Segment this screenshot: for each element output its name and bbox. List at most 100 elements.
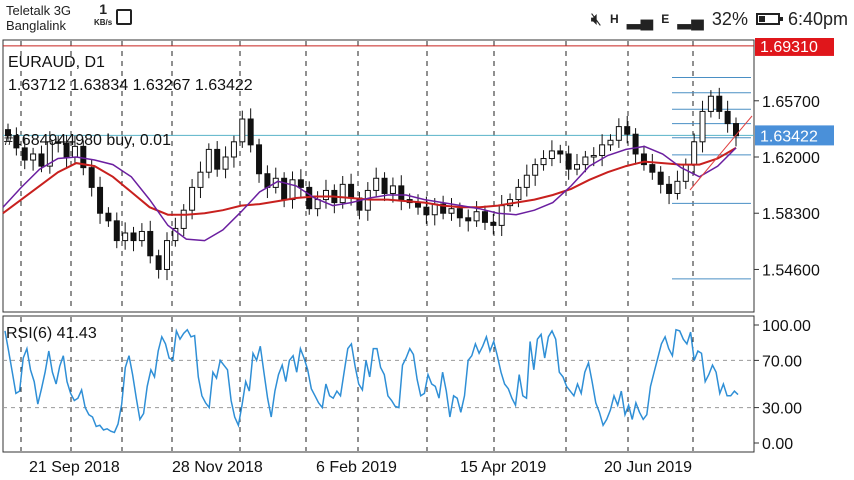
candle	[130, 226, 137, 252]
vertical-grid	[20, 41, 694, 451]
candle	[122, 222, 129, 250]
candle	[465, 209, 472, 232]
candle	[180, 204, 187, 237]
candle	[21, 137, 28, 170]
candle	[189, 179, 196, 220]
time-tick-label: 21 Sep 2018	[29, 459, 120, 476]
ohlc-label: 1.63712 1.63834 1.63267 1.63422	[8, 77, 253, 94]
time-tick-label: 15 Apr 2019	[460, 459, 546, 476]
price-tag-label: 1.63422	[760, 128, 818, 145]
main-chart-frame	[2, 39, 755, 313]
net-speed-unit: KB/s	[94, 18, 113, 27]
candle	[373, 167, 380, 197]
price-tags: 1.69310 1.63422	[755, 38, 834, 146]
price-axis: 1.65700 1.62000 1.58300 1.54600	[754, 94, 820, 279]
time-tick-label: 20 Jun 2019	[604, 459, 692, 476]
price-tick-label: 1.65700	[762, 94, 820, 111]
battery-percent: 32%	[711, 8, 748, 29]
image-notification-icon	[116, 9, 132, 25]
candle	[172, 217, 179, 247]
price-tag-bg	[755, 38, 834, 56]
net-speed-value: 1	[99, 1, 108, 17]
candle	[666, 176, 673, 205]
mute-icon: 🔇︎	[590, 8, 603, 29]
candle	[632, 128, 639, 165]
signal-icon-1: ▂▄	[626, 8, 654, 29]
candle	[649, 153, 656, 180]
candle	[398, 175, 405, 211]
candle	[624, 115, 631, 144]
price-tag-label: 1.69310	[760, 39, 818, 56]
candle	[473, 201, 480, 227]
status-icons: 🔇︎ H ▂▄ E ▂▄ 32% 6:40pm	[591, 6, 848, 32]
candle	[163, 232, 170, 281]
network-2-icon: E	[661, 12, 670, 26]
candle	[30, 147, 37, 171]
carrier-names: Teletalk 3G Banglalink	[6, 3, 71, 33]
candle	[55, 135, 62, 153]
price-tick-label: 1.58300	[762, 206, 820, 223]
rsi-tick-label: 70.00	[762, 353, 802, 370]
candle	[5, 123, 11, 142]
candle	[557, 144, 564, 164]
candle	[490, 213, 497, 235]
carrier-1: Teletalk 3G	[6, 3, 72, 18]
price-tick-label: 1.62000	[762, 150, 820, 167]
price-chart[interactable]: 1.65700 1.62000 1.58300 1.54600 1.69310 1.63…	[0, 38, 854, 480]
candle	[389, 177, 396, 203]
candle	[97, 176, 104, 224]
candle	[214, 141, 221, 177]
candle	[239, 110, 246, 148]
candle	[724, 100, 731, 133]
status-bar: Teletalk 3G Banglalink 1 KB/s 🔇︎ H ▂▄ E …	[0, 0, 854, 38]
candle	[155, 249, 162, 279]
candle	[13, 127, 20, 156]
rsi-axis: 100.00 70.00 30.00 0.00	[754, 318, 811, 453]
candle	[674, 170, 681, 200]
rsi-label: RSI(6) 41.43	[6, 325, 97, 342]
candle	[448, 198, 455, 221]
candle	[113, 212, 120, 249]
moving-average-fast	[2, 145, 737, 242]
candle	[256, 138, 263, 183]
candle	[615, 118, 622, 148]
rsi-chart-frame	[2, 315, 755, 453]
rsi-tick-label: 100.00	[762, 318, 811, 335]
candle	[532, 158, 539, 186]
candle	[205, 143, 212, 179]
candle	[640, 145, 647, 171]
candle	[247, 108, 254, 153]
moving-average-slow	[2, 147, 737, 216]
candle	[607, 134, 614, 151]
candle	[565, 145, 572, 180]
candle	[197, 161, 204, 199]
candle	[322, 179, 329, 209]
time-tick-label: 28 Nov 2018	[172, 459, 263, 476]
rsi-tick-label: 0.00	[762, 436, 793, 453]
candle	[699, 100, 706, 153]
time-axis: 21 Sep 2018 28 Nov 2018 6 Feb 2019 15 Apr 2…	[29, 459, 692, 476]
candle	[297, 169, 304, 199]
candle	[548, 140, 555, 167]
candle	[582, 150, 589, 173]
signal-icon-2: ▂▄	[677, 8, 704, 29]
candle	[523, 164, 530, 197]
candle	[707, 90, 714, 118]
network-1-icon: H	[610, 12, 619, 26]
candle	[230, 135, 237, 168]
order-label[interactable]: #1684944980 buy, 0.01	[4, 132, 171, 149]
symbol-label: EURAUD, D1	[8, 54, 105, 71]
candle	[716, 87, 723, 120]
battery-icon	[755, 13, 783, 25]
candle	[147, 220, 154, 264]
candle	[46, 131, 53, 174]
price-tag-bg	[755, 125, 834, 146]
trend-line	[689, 115, 753, 191]
candle	[222, 146, 229, 179]
price-tick-label: 1.54600	[762, 262, 820, 279]
candle	[105, 207, 112, 227]
rsi-line	[4, 328, 739, 434]
candle	[63, 134, 70, 168]
candle	[138, 223, 145, 247]
candle	[423, 196, 430, 224]
